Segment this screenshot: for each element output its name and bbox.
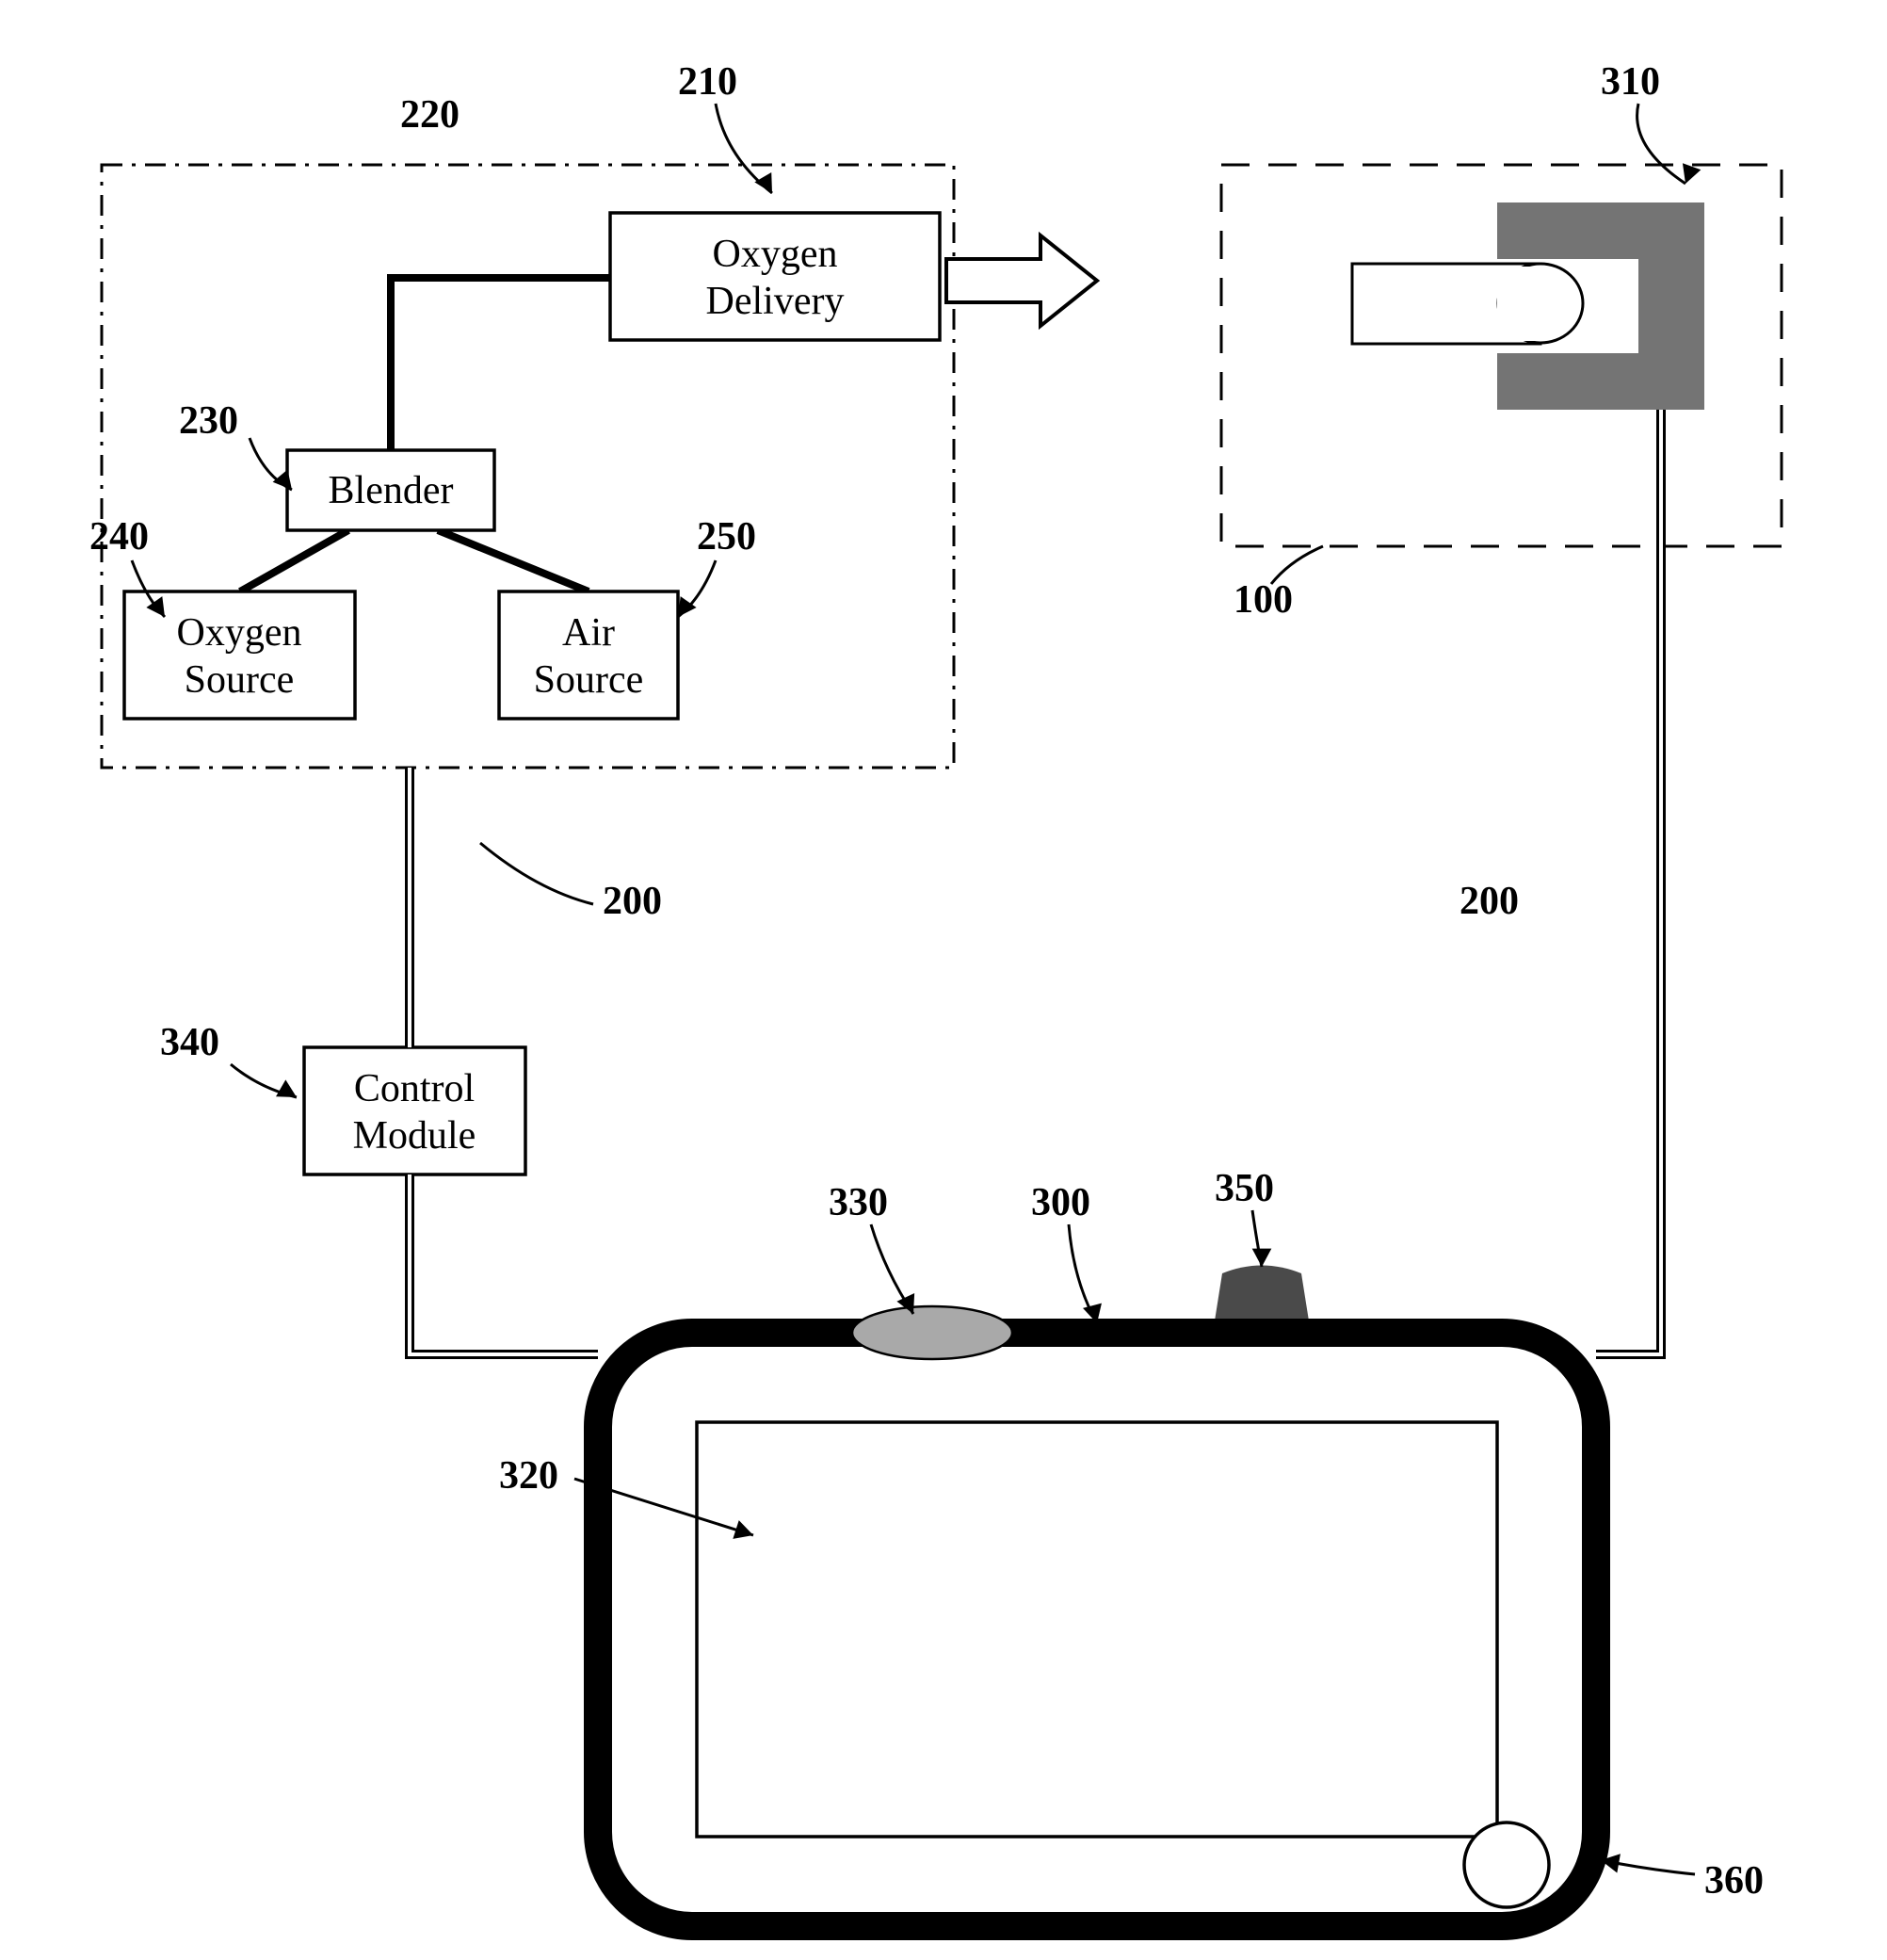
ref-label-320: 320 — [499, 1454, 558, 1498]
device-screen — [697, 1422, 1497, 1837]
ref-label-230: 230 — [179, 399, 238, 443]
ref-label-250: 250 — [697, 515, 756, 559]
ref-label-100: 100 — [1234, 578, 1293, 622]
oxygen-delivery-box: Oxygen Delivery — [610, 213, 940, 340]
ref-label-300: 300 — [1031, 1181, 1090, 1224]
air-source-label-1: Air — [562, 611, 615, 655]
air-source-box: Air Source — [499, 591, 678, 719]
ref-label-210: 210 — [678, 60, 737, 104]
ref-label-350: 350 — [1215, 1167, 1274, 1210]
oxygen-delivery-label-1: Oxygen — [713, 233, 838, 276]
sensor-clip — [1352, 202, 1704, 410]
oxygen-source-label-2: Source — [185, 658, 295, 702]
connector-oxysrc-blender — [240, 530, 348, 591]
ref-label-240: 240 — [89, 515, 149, 559]
ref-label-220: 220 — [400, 93, 460, 137]
device-circle — [1464, 1822, 1549, 1907]
connector-airsrc-blender — [438, 530, 589, 591]
air-source-label-2: Source — [534, 658, 644, 702]
control-module-label-2: Module — [353, 1114, 476, 1158]
ref-label-200: 200 — [1460, 880, 1519, 923]
ref-label-200: 200 — [603, 880, 662, 923]
connector-control-device — [410, 1174, 598, 1354]
connector-sensor-device — [1596, 410, 1661, 1354]
connector-blender-delivery — [391, 278, 610, 450]
control-module-label-1: Control — [354, 1067, 475, 1110]
blender-label: Blender — [329, 469, 454, 512]
device — [598, 1266, 1596, 1927]
blender-box: Blender — [287, 450, 494, 530]
oxygen-delivery-label-2: Delivery — [706, 280, 845, 323]
ref-label-330: 330 — [829, 1181, 888, 1224]
ref-label-310: 310 — [1601, 60, 1660, 104]
leader-200a — [480, 843, 593, 904]
leader-310 — [1637, 104, 1685, 184]
device-ellipse — [852, 1306, 1012, 1359]
oxygen-source-label-1: Oxygen — [177, 611, 302, 655]
ref-label-360: 360 — [1704, 1859, 1764, 1903]
control-module-box: Control Module — [304, 1047, 525, 1174]
ref-label-340: 340 — [160, 1021, 219, 1064]
open-arrow-icon — [946, 235, 1097, 326]
